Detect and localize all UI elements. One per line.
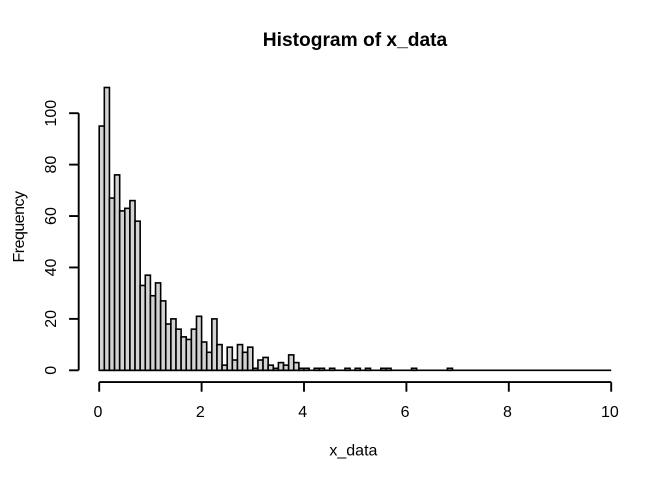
svg-text:Frequency: Frequency [11, 191, 28, 263]
svg-text:60: 60 [43, 207, 60, 225]
svg-text:20: 20 [43, 310, 60, 328]
svg-text:6: 6 [401, 404, 410, 421]
svg-text:4: 4 [298, 404, 307, 421]
svg-text:8: 8 [503, 404, 512, 421]
svg-text:100: 100 [43, 100, 60, 127]
svg-text:80: 80 [43, 156, 60, 174]
svg-text:Histogram of x_data: Histogram of x_data [263, 30, 448, 51]
svg-text:0: 0 [93, 404, 102, 421]
svg-text:x_data: x_data [329, 442, 377, 459]
svg-text:40: 40 [43, 258, 60, 276]
svg-text:10: 10 [601, 404, 619, 421]
svg-text:2: 2 [196, 404, 205, 421]
svg-text:0: 0 [43, 366, 60, 375]
